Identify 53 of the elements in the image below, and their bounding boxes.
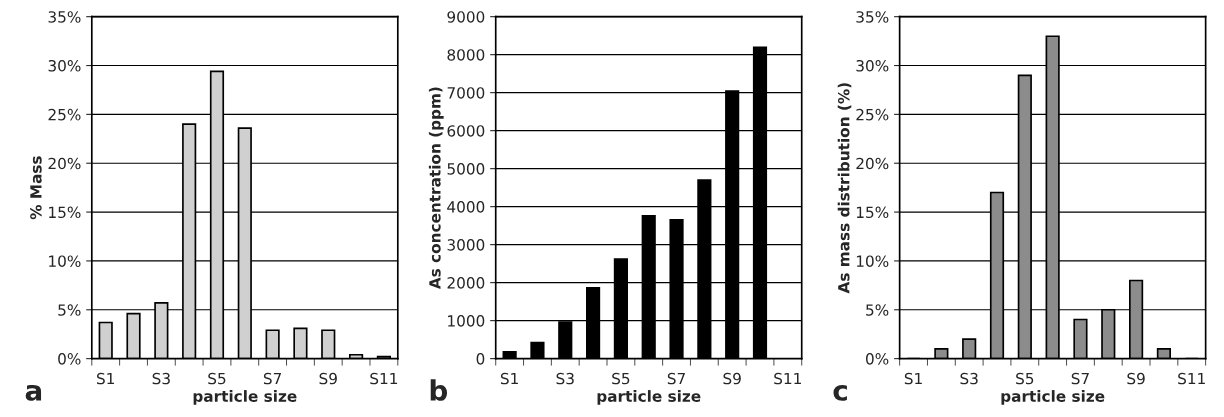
x-tick-label: S5 (612, 372, 630, 385)
x-tick-label: S1 (97, 372, 115, 385)
y-tick-label: 15% (856, 206, 889, 219)
y-tick-label: 35% (856, 11, 889, 23)
y-tick-label: 10% (856, 255, 889, 267)
y-tick-label: 25% (48, 108, 81, 121)
y-axis-title: As concentration (ppm) (428, 87, 444, 290)
y-tick-label: 4000 (447, 201, 485, 213)
y-tick-label: 9000 (447, 11, 485, 23)
y-tick-label: 20% (48, 157, 81, 170)
x-tick-label: S7 (1071, 372, 1089, 385)
x-tick-label: S5 (1016, 372, 1034, 385)
y-tick-label: 15% (49, 206, 81, 219)
y-tick-label: 5000 (447, 163, 485, 175)
y-tick-label: 7000 (447, 87, 485, 99)
x-tick-label: S11 (370, 372, 398, 385)
x-tick-label: S5 (208, 372, 226, 385)
text: b (430, 379, 448, 401)
y-tick-label: 8000 (447, 49, 485, 61)
x-tick-label: S7 (667, 372, 685, 385)
x-tick-label: S11 (774, 372, 801, 385)
y-tick-label: 0% (58, 353, 81, 365)
x-tick-label: S9 (319, 372, 337, 385)
x-tick-label: S9 (1127, 372, 1145, 385)
text: c (833, 384, 847, 401)
x-tick-label: S3 (960, 372, 978, 385)
y-tick-label: 5% (58, 304, 81, 316)
x-tick-label: S11 (1178, 372, 1205, 385)
x-tick-label: S3 (152, 372, 170, 385)
y-tick-label: 10% (49, 255, 81, 267)
y-axis-title: % Mass (30, 156, 42, 220)
x-tick-label: S3 (556, 372, 574, 385)
y-tick-label: 0 (476, 353, 485, 365)
x-axis-title: particle size (193, 390, 297, 405)
y-tick-label: 3000 (447, 239, 485, 251)
y-tick-label: 25% (856, 108, 889, 121)
y-tick-label: 1000 (448, 315, 485, 327)
text: a (25, 384, 42, 401)
x-tick-label: S1 (500, 372, 518, 385)
y-tick-label: 35% (48, 11, 81, 23)
x-axis-title: particle size (597, 390, 701, 405)
y-tick-label: 20% (856, 157, 889, 170)
y-tick-label: 6000 (447, 125, 485, 137)
y-axis-title: As mass distribution (%) (837, 83, 852, 294)
x-tick-label: S1 (904, 372, 922, 385)
y-tick-label: 30% (856, 59, 889, 72)
x-axis-title: particle size (1001, 390, 1105, 405)
y-tick-label: 5% (866, 304, 889, 316)
x-tick-label: S7 (263, 372, 282, 385)
y-tick-label: 30% (48, 59, 81, 72)
x-tick-label: S9 (723, 372, 741, 385)
y-tick-label: 0% (865, 353, 889, 365)
y-tick-label: 2000 (447, 277, 485, 289)
